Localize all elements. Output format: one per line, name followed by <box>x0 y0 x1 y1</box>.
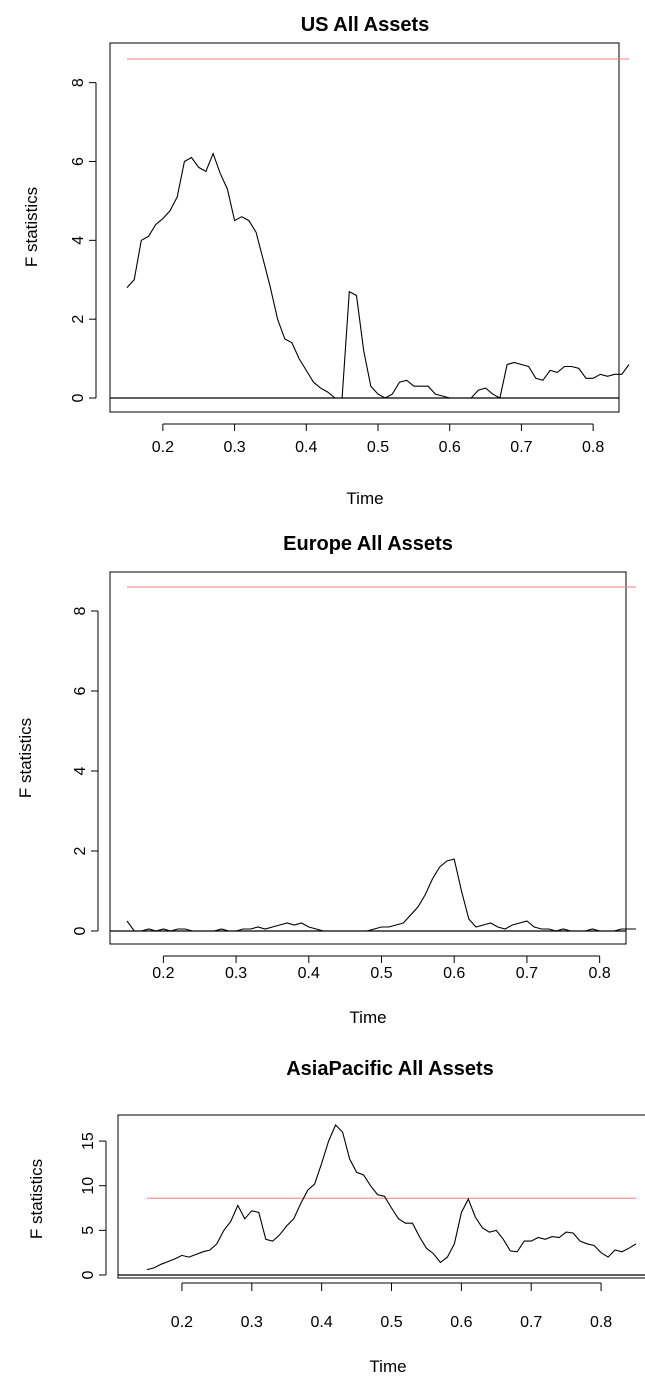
ticks: 0.2 0.3 0.4 0.5 0.6 0.7 0.8 0 2 4 6 8 <box>70 78 604 456</box>
x-axis-label: Time <box>346 489 383 508</box>
y-tick-label: 6 <box>70 157 87 166</box>
y-tick-label: 8 <box>72 606 89 615</box>
x-tick-label: 0.8 <box>590 1314 612 1331</box>
f-statistic-line <box>126 152 630 399</box>
x-tick-label: 0.7 <box>520 1314 542 1331</box>
x-tick-label: 0.8 <box>589 965 611 982</box>
y-tick-label: 10 <box>80 1177 97 1195</box>
ticks: 0.2 0.3 0.4 0.5 0.6 0.7 0.8 0 2 4 6 8 <box>72 606 611 982</box>
y-tick-label: 2 <box>70 315 87 324</box>
y-tick-label: 4 <box>72 766 89 775</box>
chart-europe-all-assets: Europe All Assets 0.2 0.3 0.4 0.5 0.6 0.7 0.80… <box>16 533 636 1027</box>
y-tick-label: 2 <box>72 846 89 855</box>
y-tick-label: 0 <box>72 926 89 935</box>
f-statistic-line <box>126 858 636 932</box>
chart-asiapacific-all-assets: AsiaPacific All Assets 0.2 0.3 0.4 0.5 0.6 0.… <box>27 1058 645 1376</box>
y-axis-label: F statistics <box>22 187 41 267</box>
x-tick-label: 0.6 <box>443 965 465 982</box>
x-tick-label: 0.8 <box>582 439 604 456</box>
x-tick-label: 0.4 <box>311 1314 333 1331</box>
x-axis-label: Time <box>369 1357 406 1376</box>
x-tick-label: 0.6 <box>439 439 461 456</box>
plot-frame <box>109 42 620 413</box>
y-tick-label: 4 <box>70 236 87 245</box>
y-axis-label: F statistics <box>16 718 35 798</box>
f-statistic-line <box>146 1124 637 1271</box>
plot-frame <box>117 1114 645 1279</box>
y-tick-label: 15 <box>80 1132 97 1150</box>
x-tick-label: 0.7 <box>510 439 532 456</box>
y-tick-label: 0 <box>70 393 87 402</box>
x-tick-label: 0.3 <box>223 439 245 456</box>
x-tick-label: 0.5 <box>380 1314 402 1331</box>
y-tick-label: 6 <box>72 686 89 695</box>
ticks: 0.2 0.3 0.4 0.5 0.6 0.7 0.8 0 5 10 15 <box>80 1132 612 1331</box>
x-tick-label: 0.5 <box>367 439 389 456</box>
y-axis-label: F statistics <box>27 1159 46 1239</box>
y-tick-label: 0 <box>80 1270 97 1279</box>
x-tick-label: 0.2 <box>152 439 174 456</box>
y-tick-label: 5 <box>80 1226 97 1235</box>
chart-title: US All Assets <box>301 14 430 36</box>
plot-frame <box>109 571 627 945</box>
x-tick-label: 0.3 <box>225 965 247 982</box>
chart-title: AsiaPacific All Assets <box>286 1058 494 1080</box>
x-tick-label: 0.7 <box>516 965 538 982</box>
x-tick-label: 0.4 <box>298 965 320 982</box>
x-tick-label: 0.6 <box>450 1314 472 1331</box>
chart-title: Europe All Assets <box>283 533 453 555</box>
chart-us-all-assets: US All Assets 0.2 0.3 0.4 0.5 0.6 0.7 0.8 0 2 4 6 8… <box>22 14 630 508</box>
x-tick-label: 0.2 <box>171 1314 193 1331</box>
x-tick-label: 0.2 <box>152 965 174 982</box>
x-axis-label: Time <box>349 1008 386 1027</box>
x-tick-label: 0.4 <box>295 439 317 456</box>
x-tick-label: 0.3 <box>241 1314 263 1331</box>
x-tick-label: 0.5 <box>370 965 392 982</box>
y-tick-label: 8 <box>70 78 87 87</box>
